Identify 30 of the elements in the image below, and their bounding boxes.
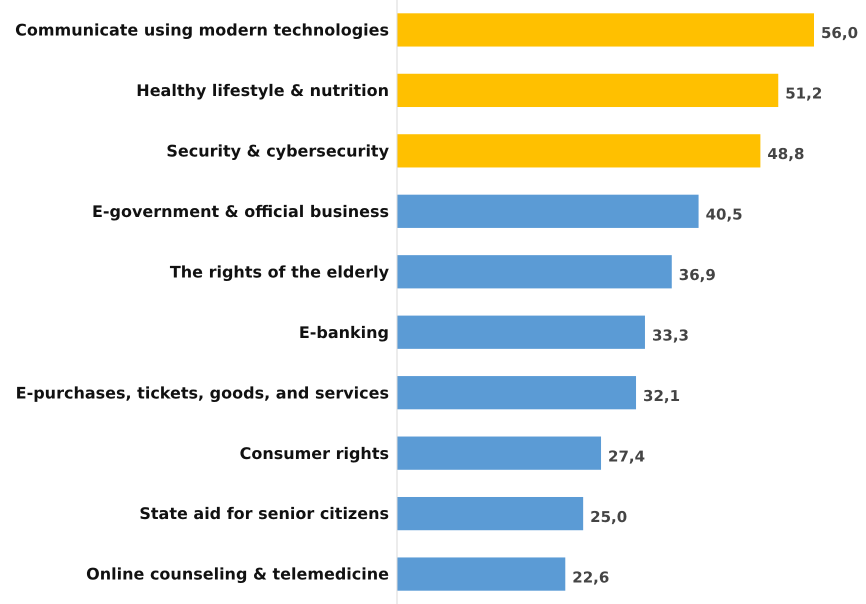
data-label: 32,1 — [643, 386, 680, 405]
y-tick-label: E-government & official business — [92, 202, 389, 221]
y-tick-label: Healthy lifestyle & nutrition — [136, 80, 389, 100]
bar — [397, 436, 602, 470]
data-label: 22,6 — [572, 568, 610, 586]
bar — [397, 557, 566, 591]
bar — [397, 13, 814, 47]
data-label: 48,8 — [767, 145, 804, 164]
y-tick-label: Communicate using modern technologies — [15, 20, 389, 40]
y-tick-label: Consumer rights — [240, 444, 389, 463]
bar — [397, 134, 760, 168]
y-tick-label: Security & cybersecurity — [166, 141, 390, 160]
data-label: 40,5 — [706, 206, 743, 224]
data-label: 36,9 — [678, 266, 716, 284]
data-label: 56,0 — [821, 24, 858, 42]
y-tick-label: The rights of the elderly — [170, 262, 390, 282]
y-tick-label: State aid for senior citizens — [139, 504, 389, 524]
bar — [397, 74, 778, 108]
bar — [397, 496, 584, 530]
data-label: 51,2 — [785, 84, 822, 103]
y-tick-label: E-purchases, tickets, goods, and services — [16, 383, 389, 402]
bar — [397, 255, 672, 288]
bar — [397, 376, 636, 410]
bar — [397, 194, 699, 228]
data-label: 33,3 — [652, 326, 689, 344]
data-label: 25,0 — [590, 508, 628, 526]
y-tick-label: Online counseling & telemedicine — [86, 564, 390, 584]
bar — [397, 316, 645, 349]
y-tick-label: E-banking — [298, 322, 389, 342]
data-label: 27,4 — [608, 447, 646, 466]
